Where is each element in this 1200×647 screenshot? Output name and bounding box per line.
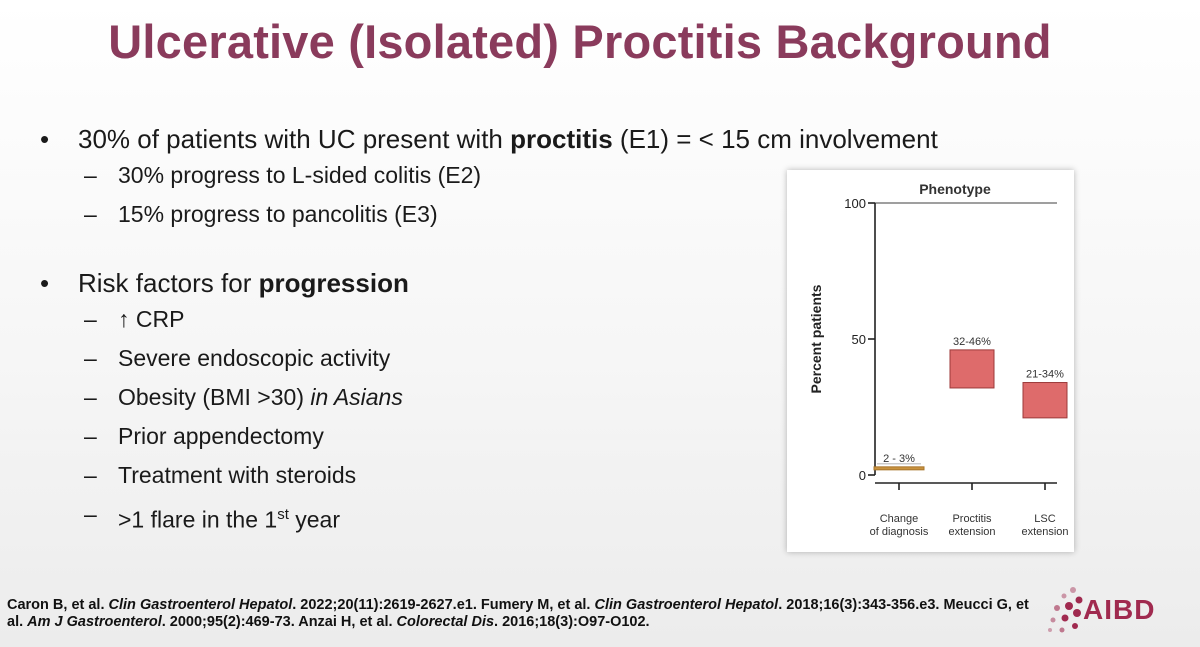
category-label: of diagnosis [870,526,929,538]
sub-bullet-italic: in Asians [310,384,403,410]
sub-bullet: – Severe endoscopic activity [40,339,1140,378]
reference-text: . 2016;18(3):O97-O102. [494,614,650,630]
dash-marker: – [84,423,97,449]
reference-journal: Am J Gastroenterol [27,614,162,630]
superscript: st [277,506,289,523]
sub-bullet: – ↑ CRP [40,300,1140,339]
sub-bullet-text: Prior appendectomy [118,423,324,449]
y-axis-label: Percent patients [808,284,824,393]
sub-bullet-text: 15% progress to pancolitis (E3) [118,201,438,227]
dash-marker: – [84,501,97,527]
range-bar [873,466,925,471]
sub-bullet-text: Severe endoscopic activity [118,345,391,371]
sub-bullet: – Treatment with steroids [40,456,1140,495]
y-tick-label: 100 [844,196,866,211]
reference-journal: Clin Gastroenterol Hepatol [108,597,293,613]
category-label: extension [948,526,995,538]
sub-bullet: – 30% progress to L-sided colitis (E2) [40,156,1140,195]
phenotype-chart: Phenotype 0 50 100 Percent patients 2 - 3% Cha… [787,170,1074,552]
sub-bullet-text: Obesity (BMI >30) [118,384,311,410]
sub-bullet-text: Treatment with steroids [118,462,357,488]
range-label: 21-34% [1026,369,1064,381]
chart-title: Phenotype [919,181,991,197]
category-label: LSC [1034,513,1055,525]
reference-text: . 2000;95(2):469-73. Anzai H, et al. [161,614,397,630]
bullet-bold-term: progression [258,268,409,298]
sub-bullet-text: ↑ CRP [118,306,185,332]
bullet-marker: • [40,124,50,154]
category-label: Change [880,513,919,525]
bullet-text: Risk factors for [78,268,259,298]
category-label: extension [1021,526,1068,538]
dash-marker: – [84,162,97,188]
sub-bullet: – Prior appendectomy [40,417,1140,456]
range-label: 2 - 3% [883,453,915,465]
reference-journal: Clin Gastroenterol Hepatol [594,597,779,613]
sub-bullet: – Obesity (BMI >30) in Asians [40,378,1140,417]
bullet-text: 30% of patients with UC present with [78,124,511,154]
chart-svg: Phenotype 0 50 100 Percent patients 2 - 3% Cha… [808,181,1069,538]
range-label: 32-46% [953,336,991,348]
sub-bullet-text: >1 flare in the 1 [118,506,278,533]
bullet-text: (E1) = < 15 cm involvement [612,124,938,154]
aibd-logo-mark [1048,587,1083,633]
bullet-proctitis: • 30% of patients with UC present with p… [40,122,1140,156]
dash-marker: – [84,345,97,371]
bullet-list: • 30% of patients with UC present with p… [40,122,1140,540]
reference-text: . 2018;16(3):343-356.e3. Meucci G, et al… [7,597,1029,630]
aibd-logo-text: AIBD [1083,594,1156,625]
sub-bullet: – 15% progress to pancolitis (E3) [40,195,1140,234]
y-tick-label: 0 [859,468,866,483]
references: Caron B, et al. Clin Gastroenterol Hepat… [7,597,1047,631]
bullet-bold-term: proctitis [510,124,613,154]
slide-title: Ulcerative (Isolated) Proctitis Backgrou… [108,15,1052,68]
reference-journal: Colorectal Dis [396,614,495,630]
dash-marker: – [84,201,97,227]
dash-marker: – [84,306,97,332]
reference-text: Caron B, et al. [7,597,109,613]
category-label: Proctitis [952,513,992,525]
sub-bullet-text: 30% progress to L-sided colitis (E2) [118,162,482,188]
range-bar [1022,382,1068,419]
reference-text: . 2022;20(11):2619-2627.e1. Fumery M, et… [292,597,595,613]
y-tick-label: 50 [852,332,866,347]
sub-bullet-text: year [288,506,341,533]
range-bar [949,349,995,389]
dash-marker: – [84,462,97,488]
dash-marker: – [84,384,97,410]
sub-bullet: – >1 flare in the 1st year [40,495,1140,540]
bullet-marker: • [40,268,50,298]
bullet-risk-factors: • Risk factors for progression [40,266,1140,300]
